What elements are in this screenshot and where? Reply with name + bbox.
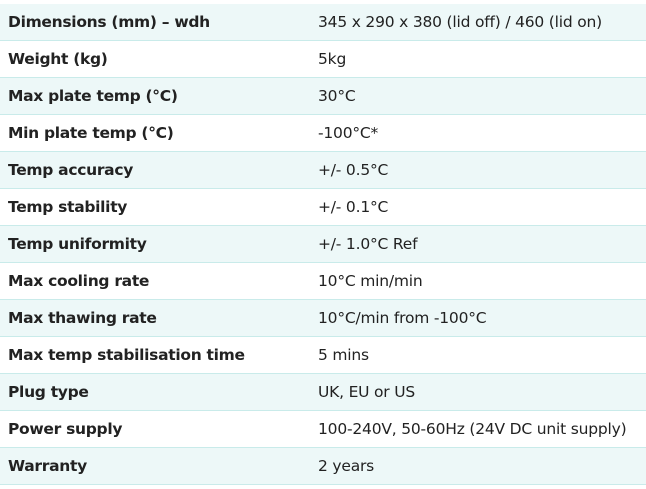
spec-label: Weight (kg) <box>0 40 310 78</box>
spec-table: Dimensions (mm) – wdh 345 x 290 x 380 (li… <box>0 4 646 485</box>
spec-value: 2 years <box>310 447 646 485</box>
spec-value: +/- 1.0°C Ref <box>310 225 646 263</box>
spec-value: +/- 0.5°C <box>310 151 646 189</box>
spec-row: Max plate temp (°C) 30°C <box>0 77 646 115</box>
spec-label: Warranty <box>0 447 310 485</box>
spec-row: Max cooling rate 10°C min/min <box>0 262 646 300</box>
spec-value: UK, EU or US <box>310 373 646 411</box>
spec-label: Max temp stabilisation time <box>0 336 310 374</box>
spec-label: Plug type <box>0 373 310 411</box>
spec-value: 10°C min/min <box>310 262 646 300</box>
spec-row: Dimensions (mm) – wdh 345 x 290 x 380 (li… <box>0 4 646 41</box>
spec-row: Power supply 100-240V, 50-60Hz (24V DC un… <box>0 410 646 448</box>
spec-label: Power supply <box>0 410 310 448</box>
spec-value: -100°C* <box>310 114 646 152</box>
spec-value: 10°C/min from -100°C <box>310 299 646 337</box>
spec-row: Max temp stabilisation time 5 mins <box>0 336 646 374</box>
spec-row: Plug type UK, EU or US <box>0 373 646 411</box>
spec-label: Temp stability <box>0 188 310 226</box>
spec-label: Max plate temp (°C) <box>0 77 310 115</box>
spec-label: Max thawing rate <box>0 299 310 337</box>
spec-label: Dimensions (mm) – wdh <box>0 4 310 41</box>
page: Dimensions (mm) – wdh 345 x 290 x 380 (li… <box>0 4 646 489</box>
spec-label: Min plate temp (°C) <box>0 114 310 152</box>
spec-value: 5kg <box>310 40 646 78</box>
spec-value: 345 x 290 x 380 (lid off) / 460 (lid on) <box>310 4 646 41</box>
spec-row: Temp uniformity +/- 1.0°C Ref <box>0 225 646 263</box>
spec-row: Temp accuracy +/- 0.5°C <box>0 151 646 189</box>
spec-row: Max thawing rate 10°C/min from -100°C <box>0 299 646 337</box>
spec-label: Temp uniformity <box>0 225 310 263</box>
spec-row: Weight (kg) 5kg <box>0 40 646 78</box>
spec-label: Max cooling rate <box>0 262 310 300</box>
spec-value: 100-240V, 50-60Hz (24V DC unit supply) <box>310 410 646 448</box>
spec-value: 30°C <box>310 77 646 115</box>
spec-row: Min plate temp (°C) -100°C* <box>0 114 646 152</box>
spec-value: +/- 0.1°C <box>310 188 646 226</box>
spec-value: 5 mins <box>310 336 646 374</box>
spec-label: Temp accuracy <box>0 151 310 189</box>
spec-row: Warranty 2 years <box>0 447 646 485</box>
spec-row: Temp stability +/- 0.1°C <box>0 188 646 226</box>
